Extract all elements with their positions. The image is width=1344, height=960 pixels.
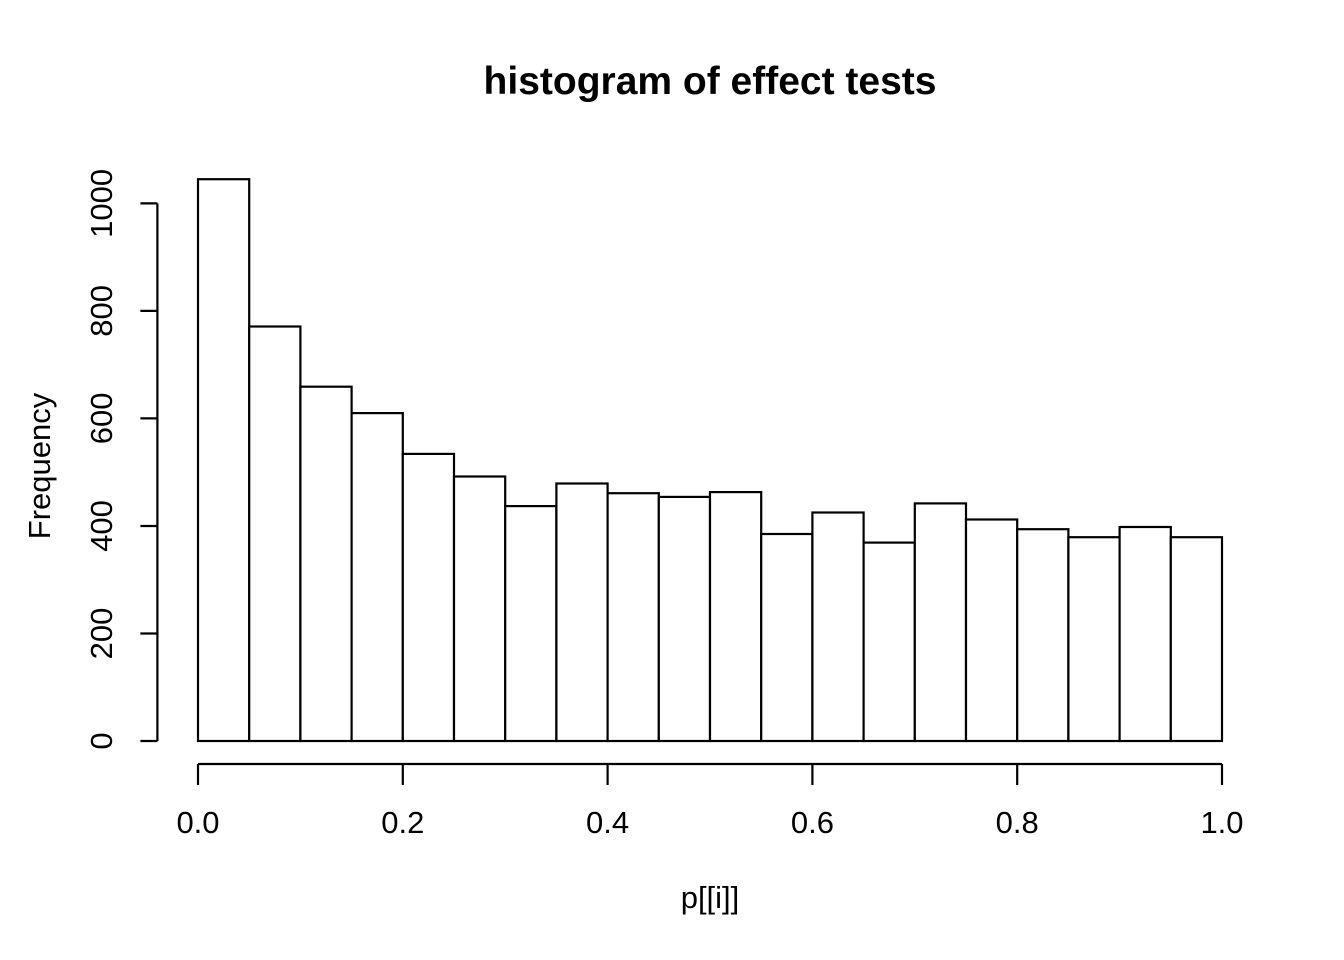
histogram-bar bbox=[196, 178, 251, 743]
histogram-bar bbox=[504, 505, 558, 743]
x-tick-label: 1.0 bbox=[1200, 805, 1243, 840]
histogram-bar bbox=[606, 492, 660, 743]
histogram-bar bbox=[1169, 536, 1224, 743]
histogram-bar bbox=[913, 502, 968, 743]
histogram-bar bbox=[708, 491, 763, 743]
y-tick-label: 400 bbox=[84, 500, 119, 552]
x-axis: 0.0 0.2 0.4 0.6 0.8 1.0 bbox=[176, 762, 1244, 840]
histogram-bar bbox=[657, 495, 712, 743]
y-tick-label: 1000 bbox=[84, 169, 119, 238]
y-tick-label: 800 bbox=[84, 285, 119, 337]
histogram-bar bbox=[299, 385, 353, 743]
histogram-bar bbox=[1067, 536, 1121, 743]
histogram-bar bbox=[401, 452, 456, 743]
chart-title: histogram of effect tests bbox=[484, 60, 937, 103]
x-axis-title: p[[i]] bbox=[681, 880, 740, 915]
histogram-bar bbox=[964, 518, 1019, 743]
histogram-bars bbox=[196, 178, 1224, 743]
y-tick-label: 600 bbox=[84, 393, 119, 445]
histogram-bar bbox=[760, 532, 814, 743]
x-tick-label: 0.6 bbox=[791, 805, 834, 840]
x-tick-label: 0.2 bbox=[381, 805, 424, 840]
y-axis: 0 200 400 600 800 1000 bbox=[84, 169, 159, 750]
x-tick-label: 0.4 bbox=[586, 805, 629, 840]
y-tick-label: 200 bbox=[84, 608, 119, 660]
histogram-bar bbox=[1118, 525, 1172, 743]
y-tick-label: 0 bbox=[84, 732, 119, 749]
x-tick-label: 0.0 bbox=[176, 805, 219, 840]
histogram-bar bbox=[811, 511, 865, 743]
histogram-bar bbox=[862, 541, 916, 743]
histogram-bar bbox=[555, 482, 609, 743]
histogram-bar bbox=[248, 325, 302, 743]
histogram-bar bbox=[452, 475, 507, 743]
histogram-bar bbox=[350, 412, 404, 743]
y-axis-title: Frequency bbox=[22, 392, 57, 539]
x-tick-label: 0.8 bbox=[996, 805, 1039, 840]
histogram-bar bbox=[1016, 528, 1070, 743]
